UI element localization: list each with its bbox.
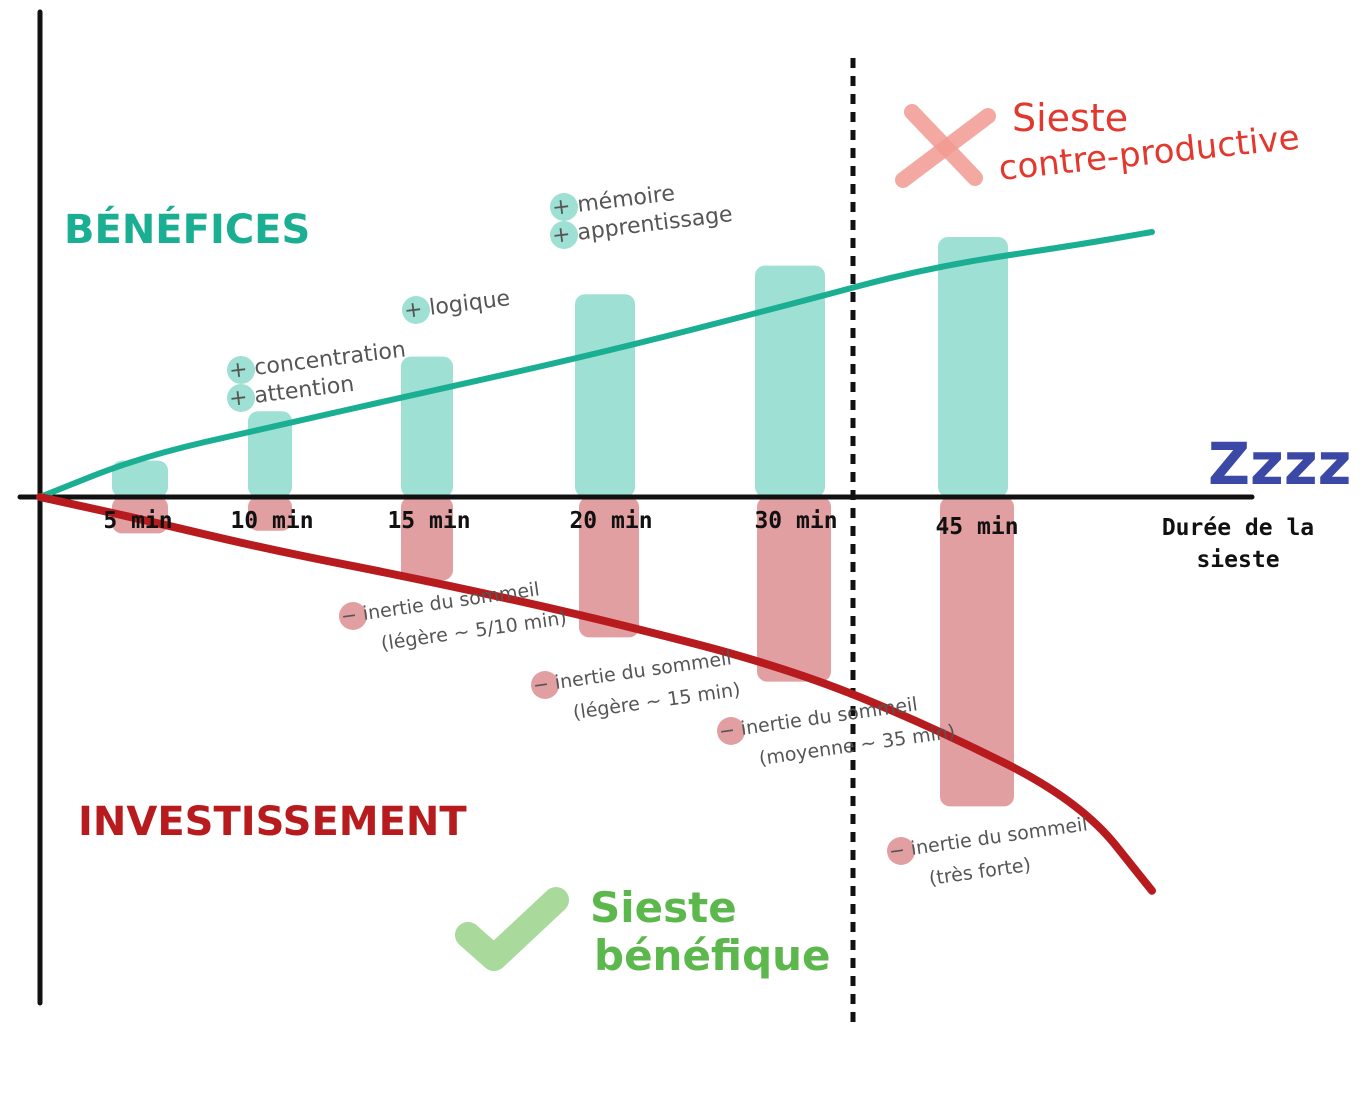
cross-icon-stroke-2 [895, 108, 996, 188]
x-tick-labels: 5 min 10 min 15 min 20 min 30 min 45 min [103, 508, 1018, 540]
x-tick-label: 30 min [754, 508, 837, 534]
benefit-bars [112, 237, 1008, 497]
good-zone-line1: Sieste [590, 883, 737, 932]
investment-annotation: (très forte) [928, 854, 1033, 890]
plus-badge-icon [550, 193, 578, 221]
investment-bar [940, 497, 1014, 807]
benefit-bar [755, 265, 825, 497]
x-tick-label: 15 min [387, 508, 470, 534]
benefit-curve [37, 229, 1155, 500]
minus-badge-icon [339, 602, 367, 630]
minus-badge-icon [717, 717, 745, 745]
investment-annotation: − inertie du sommeil [888, 813, 1089, 863]
benefit-bar [112, 460, 168, 497]
investment-curve [36, 493, 1156, 895]
x-axis-label-line1: Durée de la [1162, 515, 1314, 541]
bad-zone-line1: Sieste [1012, 96, 1128, 140]
investment-label: INVESTISSEMENT [78, 799, 467, 845]
investment-bar [579, 497, 639, 638]
x-tick-label: 45 min [935, 514, 1018, 540]
benefit-bar [938, 237, 1008, 497]
x-tick-label: 20 min [569, 508, 652, 534]
x-axis-label-line2: sieste [1196, 547, 1279, 573]
x-tick-label: 5 min [103, 508, 172, 534]
plus-badge-icon [227, 356, 255, 384]
plus-badge-icon [402, 296, 430, 324]
investment-bar [248, 497, 292, 531]
benefit-bar [401, 356, 453, 497]
x-tick-label: 10 min [230, 508, 313, 534]
investment-bar [757, 497, 831, 682]
check-icon [455, 887, 569, 971]
minus-badge-icon [531, 671, 559, 699]
benefit-annotation: + logique [403, 286, 512, 324]
zzz-label: Zzzz [1208, 430, 1351, 498]
benefits-label: BÉNÉFICES [64, 205, 310, 253]
investment-bar [401, 497, 453, 581]
minus-badge-icon [887, 837, 915, 865]
plus-badge-icon [227, 384, 255, 412]
good-zone-line2: bénéfique [594, 931, 831, 980]
benefit-bar [575, 294, 635, 497]
plus-badge-icon [550, 221, 578, 249]
